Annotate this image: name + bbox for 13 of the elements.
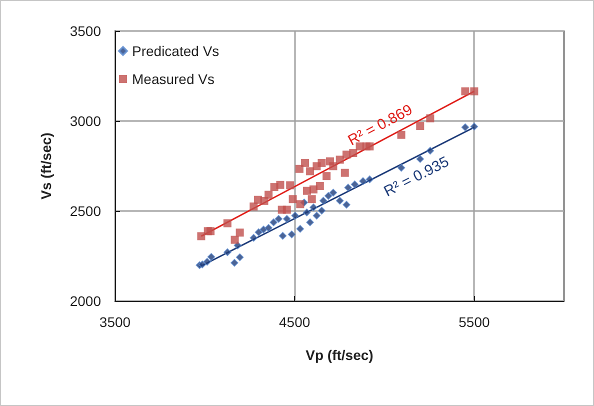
y-tick-label: 2500 — [70, 203, 102, 219]
y-tick-label: 2000 — [70, 293, 102, 309]
legend-label: Measured Vs — [132, 71, 214, 87]
y-tick-label: 3000 — [70, 113, 102, 129]
y-axis-title: Vs (ft/sec) — [38, 132, 54, 200]
x-axis-title: Vp (ft/sec) — [306, 347, 374, 363]
x-tick-label: 5500 — [458, 314, 490, 330]
x-tick-label: 4500 — [279, 314, 310, 330]
x-tick-label: 3500 — [99, 314, 131, 330]
legend-label: Predicated Vs — [132, 43, 220, 59]
y-tick-label: 3500 — [70, 23, 102, 39]
annotation: R² = 0.935 — [381, 153, 452, 200]
annotation: R² = 0.869 — [345, 101, 416, 150]
